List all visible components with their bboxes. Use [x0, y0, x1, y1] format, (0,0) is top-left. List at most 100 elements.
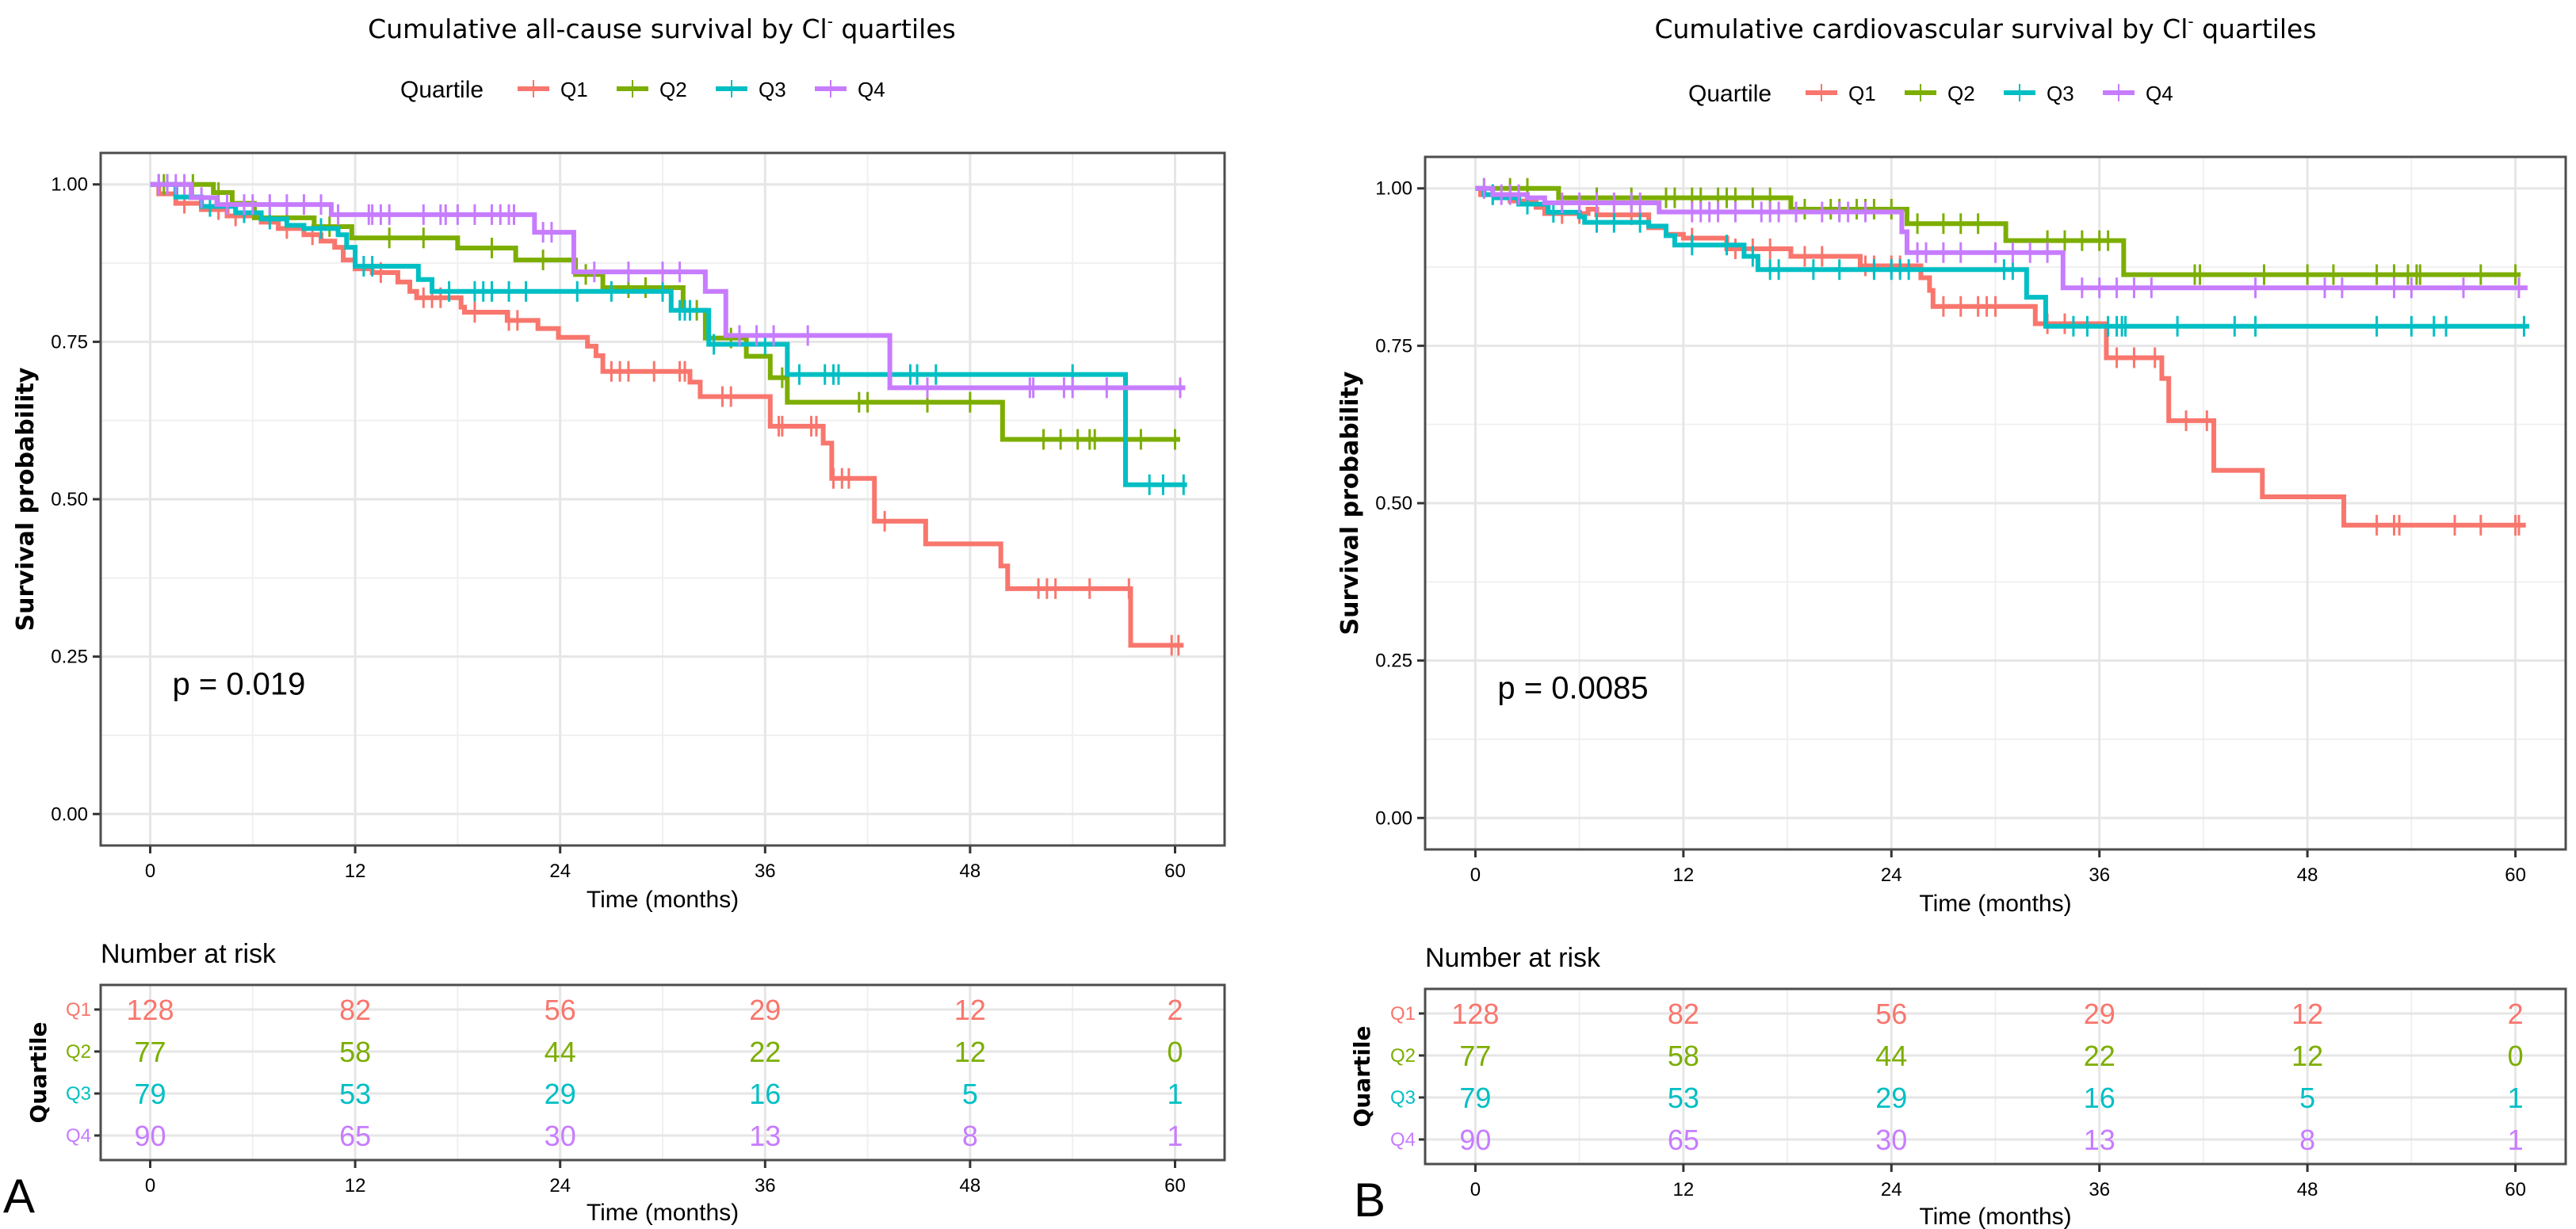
panel-a-legend: Quartile Q1 Q2 Q3 Q4 — [400, 77, 885, 103]
panel-a-title-rest: quartiles — [833, 13, 956, 44]
panel-b-risk-value-q3: 29 — [1875, 1082, 1907, 1114]
panel-b-risk-value-q2: 0 — [2508, 1040, 2524, 1072]
panel-b-risk-value-q1: 12 — [2291, 998, 2323, 1030]
panel-a-p-value: p = 0.019 — [172, 666, 305, 701]
panel-a-plot-frame — [99, 151, 1226, 847]
panel-a-risk-value-q2: 22 — [749, 1036, 781, 1068]
panel-a-risk-value-q1: 56 — [545, 994, 576, 1026]
panel-a-risk-value-q4: 8 — [962, 1120, 978, 1152]
panel-b-risk-value-q4: 1 — [2508, 1124, 2524, 1156]
panel-a-x-tick-label: 36 — [755, 861, 776, 882]
panel-b-risk-value-q2: 12 — [2291, 1040, 2323, 1072]
panel-b-risk-y-axis-title: Quartile — [1349, 1025, 1375, 1127]
panel-b-x-tick-label: 12 — [1673, 864, 1695, 886]
panel-b-title-rest: quartiles — [2194, 13, 2317, 44]
panel-a-legend-title: Quartile — [400, 77, 483, 103]
panel-a-risk-table-title: Number at risk — [101, 939, 277, 969]
panel-a-plot: 0 12 24 36 48 60 0.00 0.25 0.50 0.75 1.00 p = 0.019… — [12, 151, 1226, 913]
panel-a-risk-value-q1: 12 — [954, 994, 986, 1026]
panel-b: Cumulative cardiovascular survival by Cl… — [1336, 12, 2567, 1229]
panel-a-risk-value-q3: 79 — [134, 1078, 166, 1110]
panel-a-curve-q3 — [150, 181, 1187, 487]
panel-a-x-axis-title: Time (months) — [587, 887, 739, 913]
panel-a-risk-value-q2: 58 — [339, 1036, 371, 1068]
panel-b-risk-row-label-q2: Q2 — [1390, 1045, 1416, 1067]
panel-b-letter: B — [1354, 1174, 1385, 1227]
panel-a-x-tick-label: 24 — [549, 861, 571, 882]
panel-b-p-value: p = 0.0085 — [1497, 670, 1648, 705]
panel-a-legend-label-q3: Q3 — [759, 78, 786, 101]
panel-b-risk-value-q2: 22 — [2084, 1040, 2115, 1072]
panel-a-risk-value-q3: 1 — [1167, 1078, 1183, 1110]
panel-b-risk-value-q4: 8 — [2299, 1124, 2315, 1156]
panel-a-risk-value-q2: 44 — [545, 1036, 576, 1068]
panel-b-risk-row-label-q1: Q1 — [1390, 1003, 1416, 1025]
panel-b-risk-value-q3: 5 — [2299, 1082, 2315, 1114]
panel-a-risk-value-q3: 53 — [339, 1078, 371, 1110]
panel-a-y-axis-title: Survival probability — [12, 367, 40, 631]
panel-a-risk-value-q1: 29 — [749, 994, 781, 1026]
panel-a-risk-value-q4: 1 — [1167, 1120, 1183, 1152]
panel-a-risk-x-tick-label: 12 — [345, 1175, 366, 1197]
panel-b-legend-title: Quartile — [1688, 81, 1771, 107]
panel-b-risk-x-tick-label: 12 — [1673, 1179, 1695, 1200]
panel-b-legend: Quartile Q1 Q2 Q3 Q4 — [1688, 81, 2173, 107]
panel-a-risk-table-frame — [99, 983, 1226, 1162]
panel-b-x-tick-label: 36 — [2089, 864, 2110, 886]
panel-a-risk-value-q3: 29 — [545, 1078, 576, 1110]
panel-a-risk-value-q4: 90 — [134, 1120, 166, 1152]
panel-a-title-main: Cumulative all-cause survival by Cl — [368, 13, 827, 44]
panel-a-risk-row-label-q2: Q2 — [66, 1041, 91, 1063]
panel-a-risk-row-label-q3: Q3 — [66, 1083, 91, 1105]
panel-b-risk-value-q1: 128 — [1451, 998, 1499, 1030]
panel-a-title: Cumulative all-cause survival by Cl- qua… — [368, 12, 956, 44]
panel-b-legend-label-q3: Q3 — [2047, 82, 2074, 105]
panel-a-risk-y-axis-title: Quartile — [25, 1021, 52, 1123]
panel-a-risk-x-tick-label: 48 — [960, 1175, 981, 1197]
panel-a-curve-q4 — [150, 181, 1186, 391]
panel-b-legend-label-q4: Q4 — [2146, 82, 2173, 105]
panel-a-y-tick-label: 0.50 — [51, 489, 88, 510]
panel-a-y-tick-label: 0.25 — [51, 647, 88, 668]
panel-b-risk-value-q2: 44 — [1875, 1040, 1907, 1072]
panel-a-risk-row-label-q1: Q1 — [66, 999, 91, 1021]
panel-b-risk-row-label-q3: Q3 — [1390, 1087, 1416, 1109]
panel-a-risk-value-q1: 82 — [339, 994, 371, 1026]
panel-b-title-superscript: - — [2188, 12, 2193, 31]
panel-a-risk-value-q2: 77 — [134, 1036, 166, 1068]
panel-b-risk-x-tick-label: 0 — [1470, 1179, 1481, 1200]
panel-a-title-superscript: - — [827, 12, 833, 31]
panel-a-x-tick-label: 0 — [145, 861, 155, 882]
panel-b-x-tick-label: 0 — [1470, 864, 1481, 886]
panel-b-risk-value-q4: 13 — [2084, 1124, 2115, 1156]
panel-a-risk-value-q2: 12 — [954, 1036, 986, 1068]
panel-a-x-tick-label: 12 — [345, 861, 366, 882]
panel-a-risk-value-q3: 5 — [962, 1078, 978, 1110]
panel-a-risk-value-q2: 0 — [1167, 1036, 1183, 1068]
panel-b-risk-x-tick-label: 48 — [2297, 1179, 2318, 1200]
panel-b-risk-value-q3: 79 — [1459, 1082, 1491, 1114]
panel-b-risk-table-title: Number at risk — [1425, 943, 1601, 973]
panel-b-plot: 0 12 24 36 48 60 0.00 0.25 0.50 0.75 1.00 p = 0.008… — [1336, 155, 2567, 917]
panel-a-x-tick-label: 60 — [1164, 861, 1186, 882]
panel-b-x-tick-label: 60 — [2505, 864, 2526, 886]
panel-b-risk-value-q2: 77 — [1459, 1040, 1491, 1072]
panel-a-risk-value-q4: 30 — [545, 1120, 576, 1152]
panel-a-legend-label-q1: Q1 — [560, 78, 588, 101]
panel-a-y-tick-label: 0.75 — [51, 331, 88, 353]
panel-a-risk-x-tick-label: 24 — [549, 1175, 571, 1197]
panel-a-y-tick-label: 0.00 — [51, 803, 88, 825]
panel-a-risk-value-q4: 13 — [749, 1120, 781, 1152]
panel-b-risk-value-q2: 58 — [1668, 1040, 1699, 1072]
panel-b-y-tick-label: 0.75 — [1375, 335, 1412, 357]
panel-b-curve-q2 — [1475, 185, 2521, 277]
panel-b-curve-q1 — [1475, 185, 2526, 528]
panel-a-risk-value-q4: 65 — [339, 1120, 371, 1152]
panel-a-risk-value-q3: 16 — [749, 1078, 781, 1110]
panel-b-y-axis-title: Survival probability — [1336, 371, 1364, 635]
panel-b-risk-value-q3: 53 — [1668, 1082, 1699, 1114]
panel-a-risk-x-tick-label: 36 — [755, 1175, 776, 1197]
panel-b-legend-label-q1: Q1 — [1848, 82, 1876, 105]
